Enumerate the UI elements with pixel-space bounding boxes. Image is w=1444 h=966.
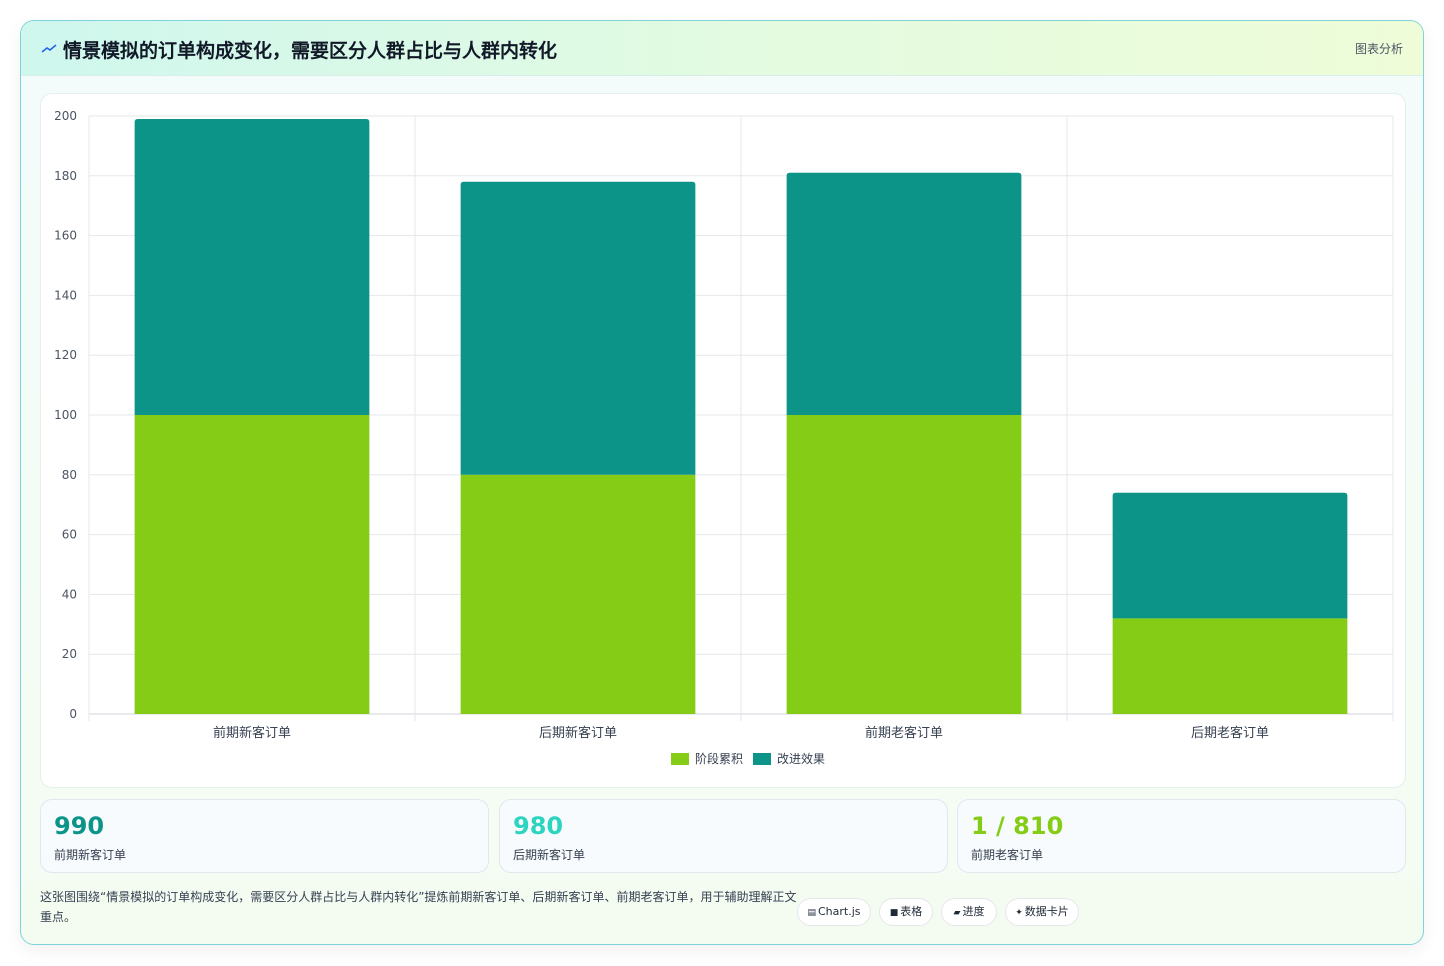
y-tick-label: 100	[54, 408, 77, 422]
tag-progress[interactable]: ▰ 进度	[941, 898, 997, 926]
stat-card: 980 后期新客订单	[499, 799, 948, 873]
stat-value: 990	[54, 812, 105, 840]
bar-segment	[460, 181, 696, 475]
y-tick-label: 0	[69, 707, 77, 721]
x-tick-label: 后期老客订单	[1191, 725, 1269, 741]
legend-swatch	[753, 753, 771, 765]
tag-data-card[interactable]: ✦ 数据卡片	[1005, 898, 1079, 926]
bar-segment	[1112, 492, 1348, 619]
chart-icon: ▤	[807, 908, 816, 918]
tag-label: 数据卡片	[1024, 905, 1069, 918]
y-tick-label: 120	[54, 348, 77, 362]
trend-line-icon	[41, 44, 57, 53]
stat-card: 990 前期新客订单	[40, 799, 489, 873]
progress-icon: ▰	[953, 908, 961, 918]
stat-label: 后期新客订单	[513, 848, 586, 862]
stat-label: 前期老客订单	[971, 848, 1044, 862]
table-icon: ■	[889, 908, 899, 918]
stat-value: 1 / 810	[971, 812, 1064, 840]
y-tick-label: 140	[54, 288, 77, 302]
bar-segment	[134, 415, 370, 714]
chart-card: 情景模拟的订单构成变化，需要区分人群占比与人群内转化 图表分析 0 20 40 60 8…	[20, 20, 1424, 945]
stat-card: 1 / 810 前期老客订单	[957, 799, 1406, 873]
bar-segment	[1112, 618, 1348, 714]
bar-segment	[460, 474, 696, 714]
x-tick-label: 后期新客订单	[539, 725, 617, 741]
y-tick-label: 160	[54, 229, 77, 243]
legend-label: 改进效果	[777, 751, 825, 766]
y-tick-label: 20	[62, 647, 77, 661]
stat-value: 980	[513, 812, 564, 840]
stacked-bar-chart: 0 20 40 60 80 100 120 140 160 180 200 前期新客订单 后期新客订单 前…	[54, 109, 1394, 766]
page-title: 情景模拟的订单构成变化，需要区分人群占比与人群内转化	[63, 40, 558, 62]
bar-segment	[786, 415, 1022, 714]
chart-panel: 0 20 40 60 80 100 120 140 160 180 200 前期新客订单 后期新客订单 前…	[40, 93, 1406, 788]
y-tick-label: 60	[62, 528, 77, 542]
y-tick-label: 80	[62, 468, 77, 482]
bar-segment	[134, 118, 370, 416]
stat-label: 前期新客订单	[54, 848, 127, 862]
card-header: 情景模拟的订单构成变化，需要区分人群占比与人群内转化 图表分析	[21, 21, 1423, 76]
x-tick-label: 前期老客订单	[865, 725, 943, 741]
x-tick-label: 前期新客订单	[213, 725, 291, 741]
tag-label: Chart.js	[818, 905, 861, 918]
tag-label: 表格	[900, 905, 923, 918]
tag-label: 进度	[962, 905, 985, 918]
y-tick-label: 40	[62, 587, 77, 601]
y-tick-label: 180	[54, 169, 77, 183]
y-tick-label: 200	[54, 109, 77, 123]
bar-segment	[786, 172, 1022, 415]
stat-cards: 990 前期新客订单 980 后期新客订单 1 / 810 前期老客订单	[40, 799, 1406, 873]
tag-table[interactable]: ■ 表格	[879, 898, 933, 926]
chart-analysis-link[interactable]: 图表分析	[1354, 42, 1403, 56]
tag-chartjs[interactable]: ▤ Chart.js	[797, 898, 871, 926]
legend-label: 阶段累积	[695, 751, 743, 766]
card-icon: ✦	[1015, 908, 1023, 918]
chart-description: 这张图围绕“情景模拟的订单构成变化，需要区分人群占比与人群内转化”提炼前期新客订…	[40, 890, 797, 924]
legend-swatch	[671, 753, 689, 765]
